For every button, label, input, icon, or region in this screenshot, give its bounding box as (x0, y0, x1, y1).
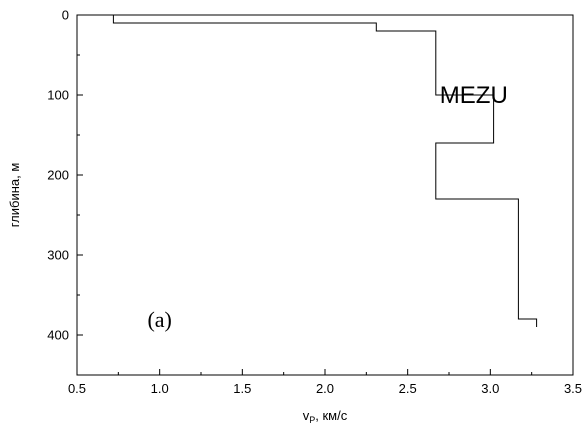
station-label: MEZU (440, 82, 508, 109)
x-tick-label: 1.0 (151, 381, 169, 396)
y-axis-label: глибина, м (7, 163, 22, 228)
velocity-profile-line (112, 15, 538, 327)
x-tick-label: 1.5 (233, 381, 251, 396)
x-axis-ticks: 0.5 1.0 1.5 2.0 2.5 3.0 3.5 (68, 369, 582, 396)
x-axis-label-main: v (303, 408, 310, 423)
y-tick-label: 200 (47, 168, 69, 183)
x-tick-label: 2.5 (399, 381, 417, 396)
y-tick-label: 400 (47, 328, 69, 343)
x-tick-label: 3.0 (481, 381, 499, 396)
x-tick-label: 0.5 (68, 381, 86, 396)
x-axis-label: vP, км/с (303, 408, 348, 425)
y-axis-ticks: 0 100 200 300 400 (47, 8, 83, 343)
x-tick-label: 2.0 (316, 381, 334, 396)
y-tick-label: 0 (62, 8, 69, 23)
x-tick-label: 3.5 (564, 381, 582, 396)
x-axis-label-suffix: , км/с (315, 408, 347, 423)
y-tick-label: 300 (47, 248, 69, 263)
panel-label: (a) (147, 307, 171, 332)
y-tick-label: 100 (47, 88, 69, 103)
x-axis-label-subscript: P (309, 415, 315, 425)
series-group (112, 15, 538, 327)
